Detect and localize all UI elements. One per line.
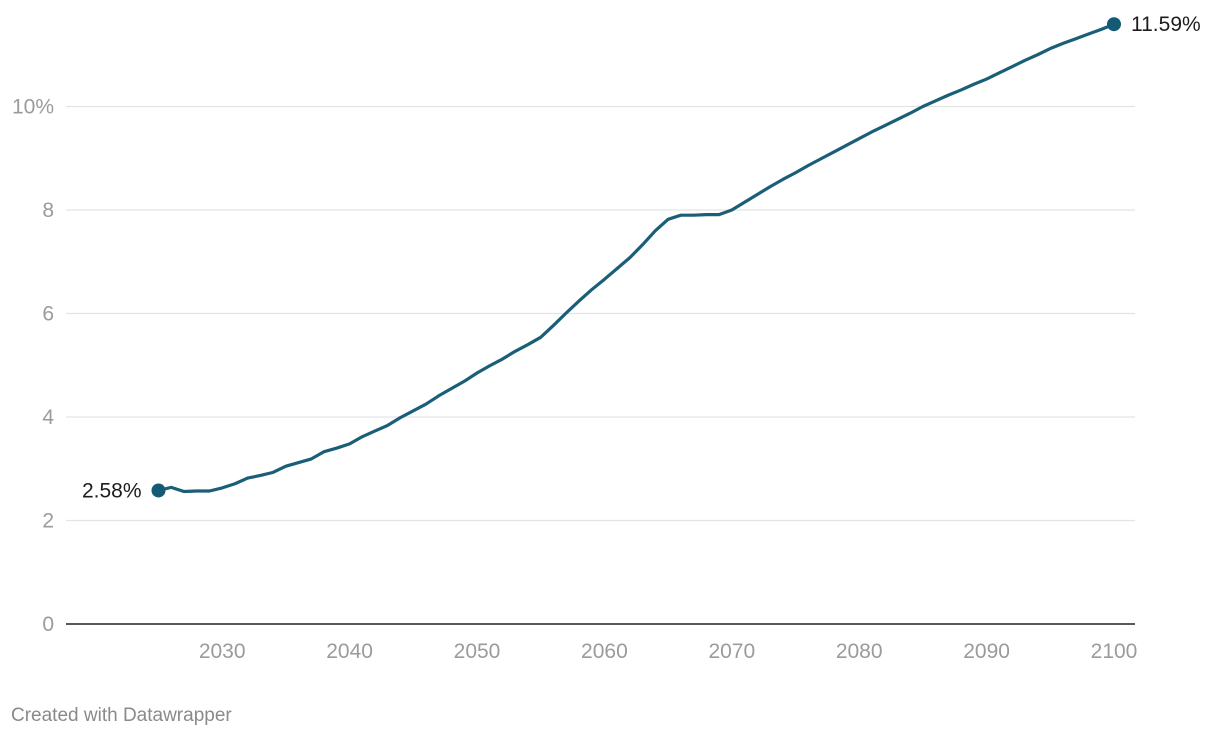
x-tick-label: 2070: [708, 640, 755, 663]
series-line: [156, 22, 1116, 494]
end-value-label: 11.59%: [1131, 13, 1201, 36]
line-chart: 0 2 4 6 8 10% 2030 2040 2050 2060 2070 2080 2090 210…: [12, 13, 1201, 663]
start-point-marker: [151, 483, 166, 498]
x-tick-label: 2100: [1091, 640, 1138, 663]
x-tick-label: 2040: [326, 640, 373, 663]
y-tick-label: 0: [42, 613, 54, 636]
credit-text: Created with Datawrapper: [11, 705, 232, 726]
end-point-marker: [1107, 17, 1121, 32]
x-tick-label: 2030: [199, 640, 246, 663]
x-axis-ticks: 2030 2040 2050 2060 2070 2080 2090 2100: [199, 640, 1138, 663]
start-value-label: 2.58%: [82, 479, 142, 502]
y-tick-label: 6: [42, 303, 54, 326]
x-tick-label: 2050: [454, 640, 501, 663]
x-tick-label: 2080: [836, 640, 883, 663]
y-tick-label: 10%: [12, 96, 54, 119]
y-tick-label: 2: [42, 510, 54, 533]
x-tick-label: 2060: [581, 640, 628, 663]
y-tick-label: 8: [42, 199, 54, 222]
grid-lines: [66, 105, 1135, 522]
x-tick-label: 2090: [963, 640, 1010, 663]
y-axis-ticks: 0 2 4 6 8 10%: [12, 96, 54, 637]
y-tick-label: 4: [42, 406, 54, 429]
